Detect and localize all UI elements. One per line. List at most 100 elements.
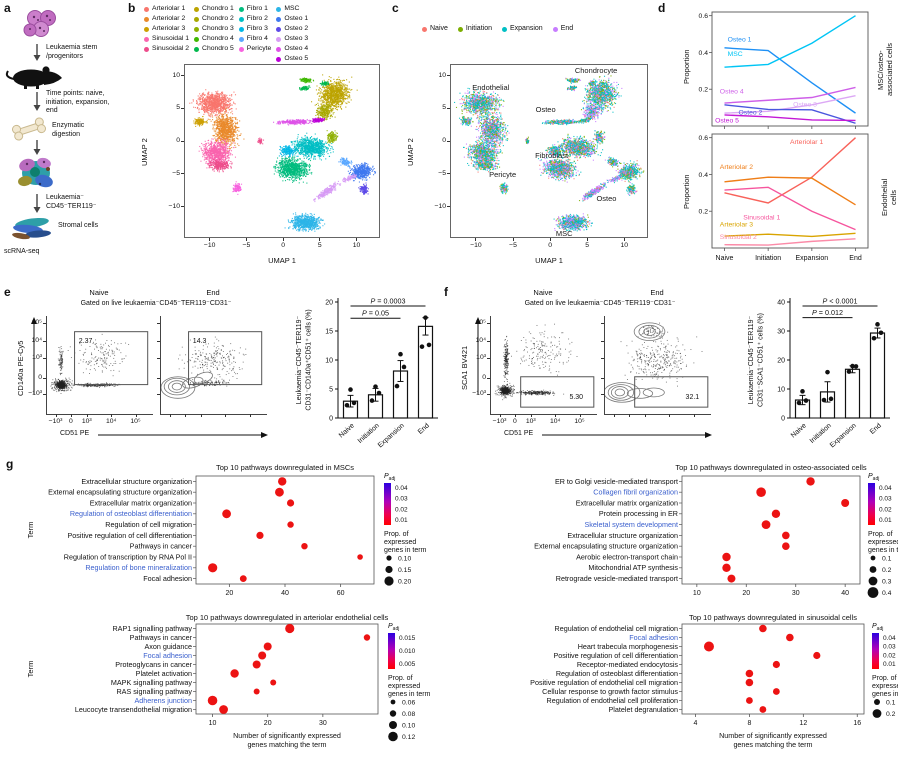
legend-item: Chondro 5 (194, 44, 234, 54)
svg-text:Leukaemia⁻CD45⁻TER119⁻: Leukaemia⁻CD45⁻TER119⁻ (296, 316, 303, 405)
svg-text:Regulation of endothelial cell: Regulation of endothelial cell migration (555, 624, 678, 633)
svg-text:Skeletal system development: Skeletal system development (585, 520, 678, 529)
svg-text:0.010: 0.010 (399, 648, 416, 655)
tick-label: 10⁵ (31, 318, 42, 326)
svg-text:10: 10 (777, 387, 785, 394)
flow-x-axis-label: CD51 PE (504, 430, 534, 437)
svg-text:0: 0 (781, 416, 785, 423)
svg-text:0.2: 0.2 (699, 87, 709, 94)
svg-text:0.02: 0.02 (883, 652, 896, 659)
step-text-enzymatic: Enzymatic digestion (52, 122, 85, 138)
flow-plot: 32.1 (604, 316, 711, 415)
axis-tick (111, 414, 113, 417)
tick-label: 0 (281, 242, 285, 249)
svg-text:expressed: expressed (388, 683, 420, 690)
svg-text:10: 10 (325, 358, 333, 365)
svg-text:Collagen fibril organization: Collagen fibril organization (593, 488, 678, 497)
gate-percentage: 32.1 (685, 394, 700, 402)
tick-label: −5 (172, 169, 180, 177)
svg-text:Axon guidance: Axon guidance (144, 642, 192, 651)
tick-label: 0 (38, 373, 42, 381)
legend-item: Fibro 2 (238, 14, 272, 24)
legend-item: Arteriolar 3 (144, 24, 189, 34)
svg-text:0.03: 0.03 (883, 644, 896, 651)
svg-text:Prop. of: Prop. of (868, 531, 893, 538)
legend-item: Sinusoidal 1 (144, 34, 189, 44)
mouse-icon (5, 66, 62, 89)
legend-label: Chondro 5 (202, 45, 234, 52)
svg-text:Osteo 5: Osteo 5 (715, 117, 739, 124)
axis-tick (447, 75, 450, 77)
svg-text:Focal adhesion: Focal adhesion (143, 651, 192, 660)
axis-tick (43, 394, 46, 396)
svg-text:Number of significantly expres: Number of significantly expressed (719, 731, 827, 740)
tick-label: −10 (168, 202, 180, 210)
axis-tick (169, 414, 171, 417)
svg-text:0.15: 0.15 (398, 567, 411, 574)
legend-item: Arteriolar 1 (144, 4, 189, 14)
svg-text:genes matching the term: genes matching the term (247, 740, 326, 749)
panel-a: a Leukaemia stem /progenitors Time point… (4, 2, 130, 284)
svg-text:12: 12 (799, 720, 807, 727)
legend-item: Fibro 4 (238, 34, 272, 44)
svg-text:Regulation of transcription by: Regulation of transcription by RNA Pol I… (64, 552, 192, 561)
axis-tick (487, 322, 490, 324)
svg-text:10: 10 (693, 590, 701, 597)
legend-item: End (552, 24, 574, 34)
tick-label: −10³ (472, 390, 486, 398)
svg-text:0.3: 0.3 (882, 578, 892, 585)
svg-text:Expansion: Expansion (377, 422, 406, 449)
legend-swatch (238, 36, 244, 42)
svg-text:Arteriolar 2: Arteriolar 2 (720, 164, 753, 171)
svg-text:End: End (417, 422, 431, 436)
svg-text:Naive: Naive (338, 422, 356, 439)
axis-tick (135, 414, 137, 417)
legend-item: Initiation (457, 24, 492, 34)
svg-text:10: 10 (209, 720, 217, 727)
y-axis-label: UMAP 2 (140, 138, 149, 166)
legend-item: Osteo 1 (276, 14, 308, 24)
axis-tick (499, 414, 501, 417)
legend-label: Osteo 2 (284, 25, 309, 32)
svg-text:Number of significantly expres: Number of significantly expressed (233, 731, 341, 740)
axis-tick (475, 238, 477, 241)
svg-text:8: 8 (747, 720, 751, 727)
legend-label: End (560, 25, 574, 32)
legend-swatch (144, 26, 149, 32)
tick-label: −5 (509, 242, 517, 249)
tick-label: 10⁵ (475, 318, 486, 326)
axis-tick (447, 173, 450, 175)
axis-tick (157, 377, 160, 379)
svg-text:0.02: 0.02 (879, 506, 892, 513)
axis-tick (586, 238, 588, 241)
svg-text:Naive: Naive (790, 422, 808, 439)
svg-text:Extracellular structure organi: Extracellular structure organization (81, 477, 192, 486)
legend-swatch (194, 36, 200, 42)
legend-label: Sinusoidal 1 (152, 35, 190, 42)
svg-text:0.4: 0.4 (882, 590, 892, 597)
axis-tick (601, 340, 604, 342)
flow-plot-canvas (605, 316, 711, 414)
legend-swatch (238, 26, 244, 32)
axis-tick (623, 238, 625, 241)
axis-tick (628, 414, 630, 417)
tick-label: −10³ (48, 418, 63, 425)
axis-tick (282, 238, 284, 241)
gate-percentage: 5.30 (569, 394, 584, 402)
tick-label: 10⁴ (549, 418, 561, 425)
side-label-msc-osteo: MSC/osteo- associated cells (876, 43, 894, 97)
tick-label: −5 (242, 242, 251, 249)
svg-text:genes in term: genes in term (868, 547, 898, 554)
legend-swatch (501, 26, 507, 32)
axis-tick (181, 140, 184, 142)
leukaemia-cells-icon (23, 10, 56, 37)
svg-text:Adherens junction: Adherens junction (134, 696, 192, 705)
svg-text:5: 5 (329, 387, 333, 394)
flow-subtitle: Gated on live leukaemia⁻CD45⁻TER119⁻CD31… (80, 300, 232, 307)
tick-label: 10 (438, 71, 446, 79)
legend-swatch (144, 16, 149, 22)
svg-text:External encapsulating structu: External encapsulating structure organiz… (48, 488, 192, 497)
legend-label: Fibro 2 (246, 15, 268, 22)
axis-tick (512, 238, 514, 241)
